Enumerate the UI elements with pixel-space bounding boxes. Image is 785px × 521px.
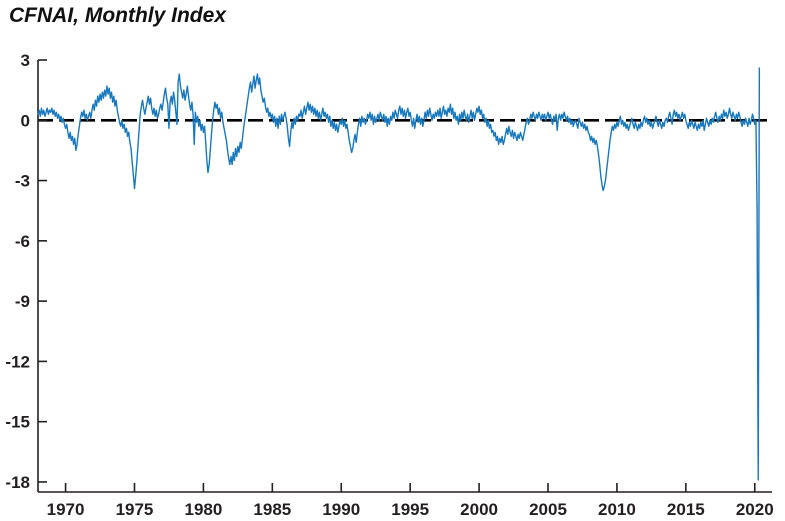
x-tick-label: 1970 <box>47 500 85 519</box>
x-tick-label: 1980 <box>184 500 222 519</box>
x-tick-label: 2015 <box>667 500 705 519</box>
x-tick-label: 1975 <box>116 500 154 519</box>
y-tick-label: 3 <box>21 51 30 70</box>
x-tick-label: 2010 <box>598 500 636 519</box>
cfnai-series-line <box>37 67 761 481</box>
x-tick-label: 1995 <box>391 500 429 519</box>
x-tick-label: 2005 <box>529 500 567 519</box>
x-tick-label: 2000 <box>460 500 498 519</box>
y-tick-label: -9 <box>15 292 30 311</box>
y-tick-label: 0 <box>21 111 30 130</box>
y-tick-label: -3 <box>15 172 30 191</box>
x-tick-label: 1985 <box>253 500 291 519</box>
y-tick-label: -6 <box>15 232 30 251</box>
y-tick-label: -18 <box>5 473 30 492</box>
x-tick-label: 2020 <box>736 500 774 519</box>
chart-title: CFNAI, Monthly Index <box>9 4 226 27</box>
y-tick-label: -15 <box>5 413 30 432</box>
x-tick-label: 1990 <box>322 500 360 519</box>
y-tick-label: -12 <box>5 352 30 371</box>
